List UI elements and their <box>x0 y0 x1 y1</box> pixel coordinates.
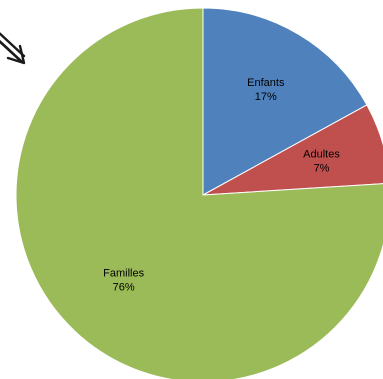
pie-slice-familles <box>15 7 383 379</box>
slice-label-name-adultes: Adultes <box>303 149 340 161</box>
slice-label-value-enfants: 17% <box>255 91 277 103</box>
pie-slices <box>15 7 383 379</box>
pie-labels: Enfants 17% Adultes 7% Familles 76% <box>103 77 340 294</box>
slice-label-value-familles: 76% <box>113 282 135 294</box>
slice-label-value-adultes: 7% <box>314 163 330 175</box>
slice-label-name-enfants: Enfants <box>247 77 285 89</box>
hand-drawn-arrow-icon <box>0 32 26 65</box>
pie-slice-enfants <box>202 7 368 196</box>
slice-label-name-familles: Familles <box>103 268 144 280</box>
